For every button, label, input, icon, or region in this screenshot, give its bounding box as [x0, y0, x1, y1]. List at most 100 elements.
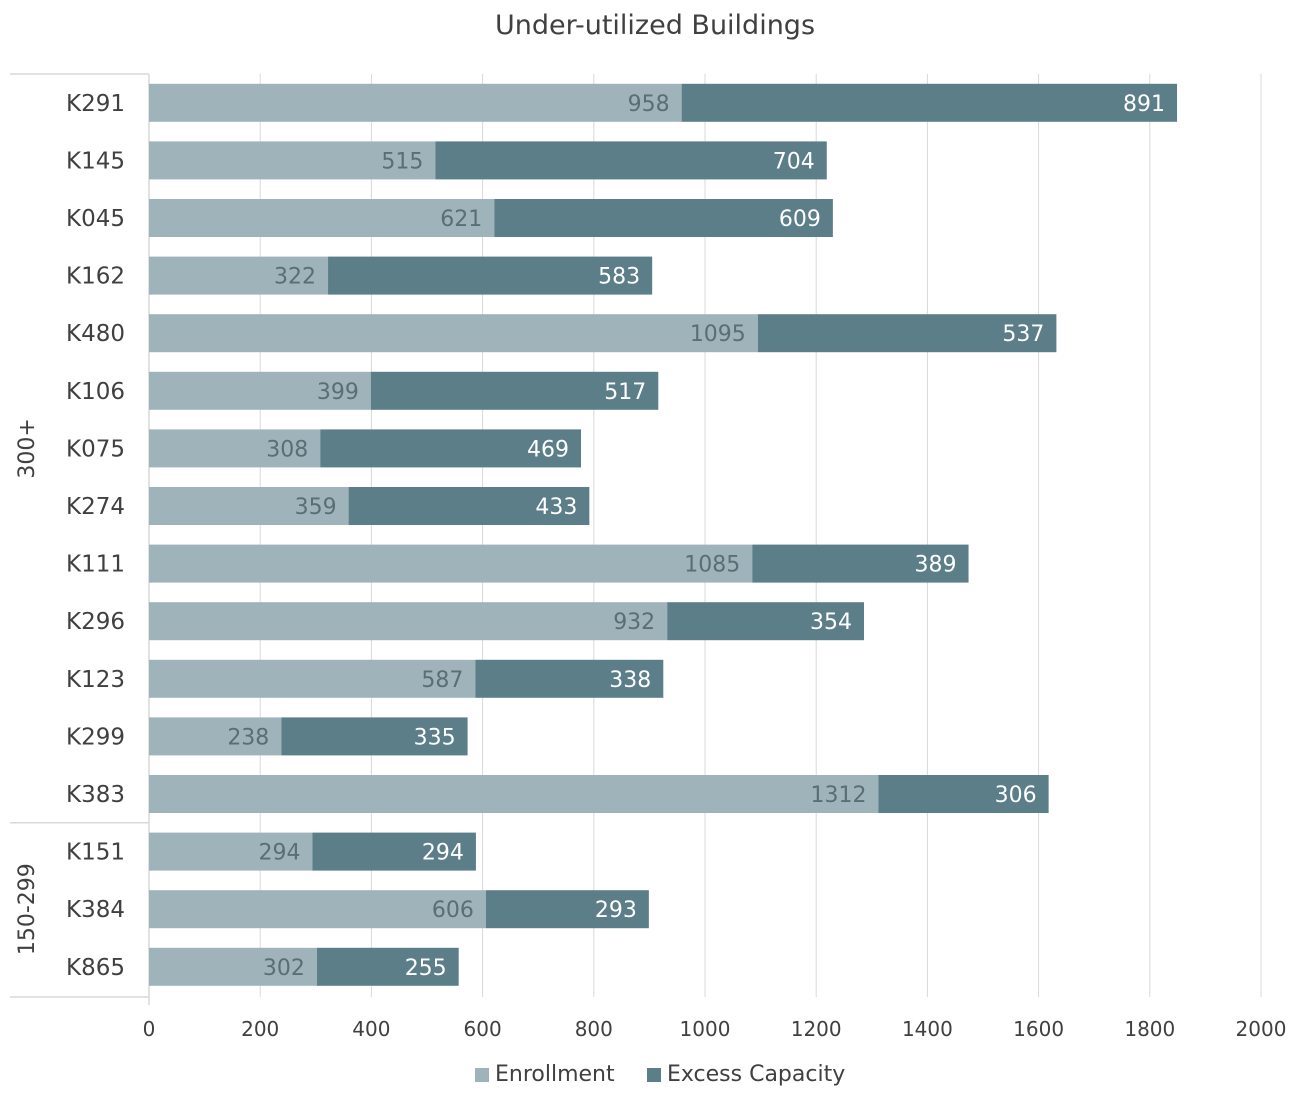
bar-row-K299: 238 335	[149, 717, 468, 756]
bar-enrollment-K145	[149, 141, 436, 180]
data-label-excess-capacity-K299: 335	[414, 725, 456, 750]
data-label-enrollment-K865: 302	[263, 956, 305, 981]
data-label-enrollment-K383: 1312	[810, 783, 866, 808]
data-label-excess-capacity-K865: 255	[405, 956, 447, 981]
data-label-excess-capacity-K274: 433	[535, 495, 577, 520]
bar-excess-capacity-K045	[494, 199, 833, 237]
category-label-K274: K274	[66, 494, 125, 520]
data-label-enrollment-K106: 399	[317, 380, 359, 405]
bar-enrollment-K111	[149, 544, 753, 583]
data-label-excess-capacity-K291: 891	[1123, 92, 1165, 117]
x-tick-label-1000: 1000	[680, 1017, 731, 1041]
data-label-enrollment-K075: 308	[266, 437, 308, 462]
category-label-K162: K162	[66, 264, 125, 290]
data-label-excess-capacity-K480: 537	[1002, 322, 1044, 347]
bar-excess-capacity-K384	[485, 890, 649, 929]
category-label-K383: K383	[66, 782, 125, 808]
x-tick-label-400: 400	[352, 1017, 390, 1041]
legend-item-enrollment[interactable]: Enrollment	[475, 1062, 615, 1087]
data-label-excess-capacity-K384: 293	[595, 898, 637, 923]
category-label-K045: K045	[66, 206, 125, 232]
data-label-excess-capacity-K075: 469	[527, 437, 569, 462]
bar-row-K045: 621 609	[149, 199, 833, 237]
category-label-K480: K480	[66, 321, 125, 347]
group-label-300+: 300+	[15, 418, 40, 478]
x-tick-label-2000: 2000	[1236, 1017, 1287, 1041]
category-label-K106: K106	[66, 379, 125, 405]
bar-row-K383: 1312 306	[149, 775, 1049, 813]
group-labels: 300+ 150-299	[15, 418, 40, 955]
category-label-K299: K299	[66, 724, 125, 750]
x-axis-ticks: 0 200 400 600 800 1000 1200 1400 1600 1800 2000	[143, 1017, 1287, 1041]
legend-label: Enrollment	[495, 1062, 615, 1087]
x-tick-label-0: 0	[143, 1017, 156, 1041]
bar-excess-capacity-K151	[312, 832, 476, 871]
bar-excess-capacity-K865	[316, 947, 459, 986]
bar-row-K291: 958 891	[149, 83, 1178, 122]
legend-label: Excess Capacity	[667, 1062, 845, 1087]
bar-excess-capacity-K162	[328, 256, 653, 295]
category-label-K123: K123	[66, 667, 125, 693]
bar-enrollment-K075	[149, 429, 321, 468]
data-label-enrollment-K384: 606	[432, 898, 474, 923]
bar-row-K274: 359 433	[149, 487, 590, 525]
data-label-enrollment-K296: 932	[613, 610, 655, 635]
bar-excess-capacity-K075	[320, 429, 582, 468]
bar-enrollment-K123	[149, 659, 476, 698]
bar-enrollment-K291	[149, 83, 682, 122]
data-label-enrollment-K045: 621	[440, 207, 482, 232]
bar-row-K075: 308 469	[149, 429, 582, 468]
data-label-enrollment-K162: 322	[274, 265, 316, 290]
bar-row-K123: 587 338	[149, 659, 664, 698]
bar-enrollment-K865	[149, 947, 317, 986]
group-label-150-299: 150-299	[15, 863, 40, 955]
data-label-enrollment-K151: 294	[258, 841, 300, 866]
category-labels: K291 K145 K045 K162 K480 K106 K075 K274 K111 K296…	[66, 91, 125, 981]
x-tick-label-600: 600	[464, 1017, 502, 1041]
bar-enrollment-K299	[149, 717, 282, 756]
x-tick-label-200: 200	[241, 1017, 279, 1041]
bar-enrollment-K274	[149, 487, 349, 525]
bar-enrollment-K480	[149, 314, 758, 353]
data-label-excess-capacity-K106: 517	[604, 380, 646, 405]
x-tick-label-800: 800	[575, 1017, 613, 1041]
category-label-K865: K865	[66, 955, 125, 981]
bar-excess-capacity-K299	[281, 717, 468, 756]
data-label-enrollment-K111: 1085	[684, 553, 740, 578]
category-label-K111: K111	[66, 552, 125, 578]
bar-excess-capacity-K145	[435, 141, 827, 180]
legend: Enrollment Excess Capacity	[475, 1062, 845, 1087]
bar-row-K111: 1085 389	[149, 544, 969, 583]
data-label-excess-capacity-K045: 609	[779, 207, 821, 232]
data-label-excess-capacity-K162: 583	[598, 265, 640, 290]
bar-excess-capacity-K106	[370, 371, 659, 410]
bar-excess-capacity-K383	[878, 775, 1049, 813]
bar-row-K480: 1095 537	[149, 314, 1057, 353]
data-label-enrollment-K274: 359	[295, 495, 337, 520]
data-label-excess-capacity-K296: 354	[810, 610, 852, 635]
x-tick-label-1600: 1600	[1013, 1017, 1064, 1041]
bar-row-K865: 302 255	[149, 947, 459, 986]
bar-excess-capacity-K111	[752, 544, 969, 583]
data-label-enrollment-K480: 1095	[690, 322, 746, 347]
bar-enrollment-K383	[149, 775, 879, 813]
bar-excess-capacity-K480	[757, 314, 1057, 353]
data-label-excess-capacity-K123: 338	[609, 668, 651, 693]
chart-title: Under-utilized Buildings	[495, 10, 815, 41]
bar-row-K145: 515 704	[149, 141, 827, 180]
bar-excess-capacity-K123	[475, 659, 664, 698]
legend-swatch	[475, 1068, 489, 1082]
category-label-K151: K151	[66, 840, 125, 866]
category-label-K145: K145	[66, 148, 125, 174]
data-label-excess-capacity-K383: 306	[995, 783, 1037, 808]
data-label-enrollment-K123: 587	[421, 668, 463, 693]
x-tick-label-1200: 1200	[791, 1017, 842, 1041]
bar-enrollment-K384	[149, 890, 486, 929]
bar-row-K384: 606 293	[149, 890, 649, 929]
x-tick-label-1400: 1400	[902, 1017, 953, 1041]
legend-item-excess-capacity[interactable]: Excess Capacity	[647, 1062, 845, 1087]
bar-enrollment-K296	[149, 602, 668, 641]
category-label-K384: K384	[66, 897, 125, 923]
